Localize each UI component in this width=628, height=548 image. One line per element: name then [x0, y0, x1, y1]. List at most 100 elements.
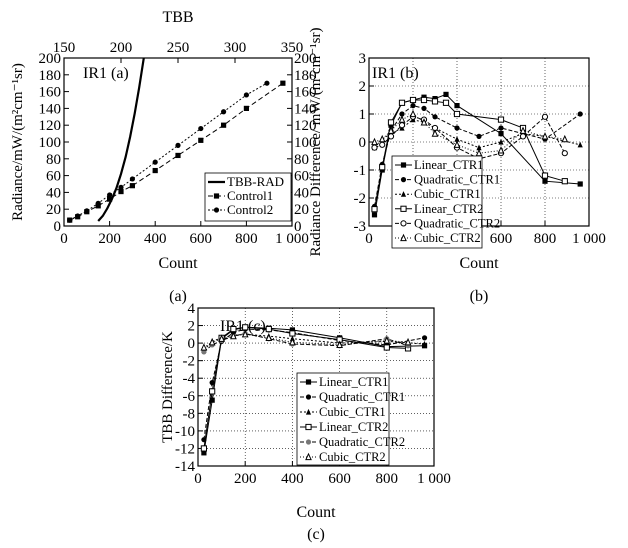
panel-b-legend-entry: Cubic_CTR1: [414, 187, 481, 201]
panel-a-xtick-label: 800: [235, 231, 258, 247]
panel-b-xtick-label: 1 000: [572, 231, 606, 247]
panel-b-legend-entry: Quadratic_CTR1: [414, 173, 500, 187]
panel-a-ytick-label: 180: [39, 68, 62, 84]
panel-b-series-quadratic-ctr1-point: [454, 125, 460, 131]
panel-c-ytick-label: -10: [175, 424, 195, 440]
panel-b-series-cubic-ctr2-point: [519, 126, 527, 134]
panel-c-legend-box: [296, 372, 390, 466]
panel-c-legend-marker: [305, 439, 312, 445]
panel-c-series-linear-ctr2-point: [383, 344, 390, 351]
panel-c-xtick-label: 600: [328, 471, 351, 487]
panel-b-ytick-label: -2: [354, 191, 367, 207]
panel-b-series-quadratic-ctr1-point: [432, 114, 438, 120]
panel-a-series-control1-point: [118, 188, 124, 195]
panel-c-caption: (c): [307, 526, 325, 543]
panel-a-ytick-right-label: 60: [294, 169, 309, 185]
panel-c-legend-entry: Quadratic_CTR2: [319, 435, 405, 449]
panel-b-series-linear-ctr1-point: [498, 131, 504, 137]
panel-a-legend-entry: Control1: [227, 188, 273, 203]
panel-a-ytick-label: 40: [46, 185, 61, 201]
panel-b-series-cubic-ctr2-point: [398, 115, 406, 123]
panel-c-ytick-label: -12: [175, 441, 195, 457]
panel-b-series-cubic-ctr2-point: [497, 146, 505, 154]
panel-a-top-xtick-label: 350: [281, 40, 304, 56]
panel-a-series-control1-point: [129, 183, 135, 189]
panel-c-series-cubic-ctr2-point: [200, 343, 208, 351]
panel-b-series-linear-ctr2-point: [431, 98, 439, 105]
panel-b-inset-label: IR1 (b): [372, 65, 419, 82]
panel-a-xtick-label: 1 000: [275, 231, 309, 247]
panel-b-ytick-label: 3: [359, 51, 367, 67]
panel-c-series-linear-ctr1-point: [201, 450, 207, 456]
panel-a-ytick-label: 160: [39, 85, 62, 101]
panel-a-legend-entry: Control2: [227, 202, 273, 217]
panel-a-xlabel: Count: [158, 255, 198, 272]
panel-c-series-cubic-ctr2-point: [289, 337, 296, 346]
panel-a-ytick-label: 0: [54, 219, 62, 235]
panel-a-series-control2-point: [84, 208, 90, 214]
panel-c-xtick-label: 400: [281, 471, 304, 487]
panel-b-series-cubic-ctr2-point: [475, 148, 483, 157]
panel-a-ytick-label: 120: [39, 118, 62, 134]
panel-b-series-cubic-ctr2-point: [431, 129, 439, 137]
panel-c-series-linear-ctr2-point: [209, 388, 216, 395]
panel-b-series-quadratic-ctr2-point: [387, 133, 395, 140]
panel-a-ytick-right-label: 180: [294, 68, 317, 84]
panel-a-series-control1-point: [280, 80, 286, 86]
panel-a-ytick-right-label: 0: [294, 219, 302, 235]
panel-a-top-xtick-label: 200: [110, 40, 133, 56]
panel-c-legend-entry: Quadratic_CTR1: [319, 390, 405, 404]
panel-a-xtick-label: 400: [144, 231, 167, 247]
panel-a-inset-label: IR1 (a): [83, 65, 129, 82]
panel-c-ytick-label: -2: [183, 354, 196, 370]
panel-b-series-linear-ctr1-point: [542, 178, 548, 184]
panel-b-series-quadratic-ctr1-point: [399, 111, 405, 117]
panel-a-series-control2-point: [129, 176, 135, 182]
panel-a-legend-marker: [213, 193, 220, 199]
panel-a-series-control1-point: [175, 152, 181, 159]
panel-c-legend-entry: Linear_CTR2: [319, 420, 388, 434]
panel-b-series-linear-ctr2-point: [371, 206, 378, 213]
panel-b-xtick-label: 0: [365, 231, 373, 247]
panel-b-series-quadratic-ctr2-point: [541, 113, 549, 120]
panel-c-ytick-label: -4: [183, 371, 196, 387]
panel-a-series-control1-point: [243, 105, 249, 111]
panel-c-series-linear-ctr1-point: [209, 397, 215, 403]
panel-c-ytick-label: -14: [175, 459, 195, 475]
panel-a-top-xlabel: TBB: [162, 9, 193, 26]
panel-c-legend-marker: [305, 452, 312, 461]
panel-b-ytick-label: 1: [359, 107, 367, 123]
panel-b-series-linear-ctr1-point: [371, 212, 378, 218]
panel-b-series-quadratic-ctr2-point: [371, 144, 378, 151]
panel-a-ylabel: Radiance/mW/(m²cm⁻¹sr): [10, 63, 26, 221]
panel-b-series-linear-ctr1-point: [443, 91, 449, 97]
panel-a-ytick-label: 140: [39, 101, 62, 117]
panel-a-ytick-right-label: 160: [294, 85, 317, 101]
panel-c-ytick-label: 2: [188, 319, 196, 335]
panel-b-legend-marker: [400, 162, 407, 168]
panel-b-legend-marker: [400, 233, 407, 242]
panel-a-xtick-label: 0: [60, 231, 68, 247]
panel-a-series-tbb-rad-line: [97, 58, 145, 222]
panel-c-series-cubic-ctr2-point: [218, 334, 225, 342]
panel-b-series-quadratic-ctr1-point: [476, 133, 482, 139]
panel-c-ytick-label: 0: [188, 336, 196, 352]
panel-c-legend-entry: Cubic_CTR2: [319, 450, 386, 464]
panel-c-xtick-label: 1 000: [417, 471, 451, 487]
panel-b-legend-box: [391, 155, 483, 249]
panel-a-top-xtick-label: 250: [167, 40, 190, 56]
panel-a-ytick-label: 20: [46, 202, 61, 218]
panel-b-legend-marker: [400, 220, 407, 227]
panel-b-series-quadratic-ctr2-point: [519, 133, 527, 140]
panel-b-series-linear-ctr2-point: [442, 99, 450, 106]
panel-c-series-linear-ctr2-point: [265, 325, 272, 333]
panel-a-caption: (a): [169, 288, 187, 305]
panel-c-ytick-label: -8: [183, 406, 196, 422]
panel-a-xtick-label: 200: [98, 231, 121, 247]
panel-b-series-quadratic-ctr1-point: [421, 105, 427, 111]
panel-a-ytick-right-label: 80: [294, 152, 309, 168]
panel-a-top-xtick-label: 150: [53, 40, 76, 56]
panel-a-series-control2-point: [107, 192, 113, 198]
panel-b-series-linear-ctr2-point: [379, 164, 386, 171]
panel-a-ytick-right-label: 120: [294, 118, 317, 134]
